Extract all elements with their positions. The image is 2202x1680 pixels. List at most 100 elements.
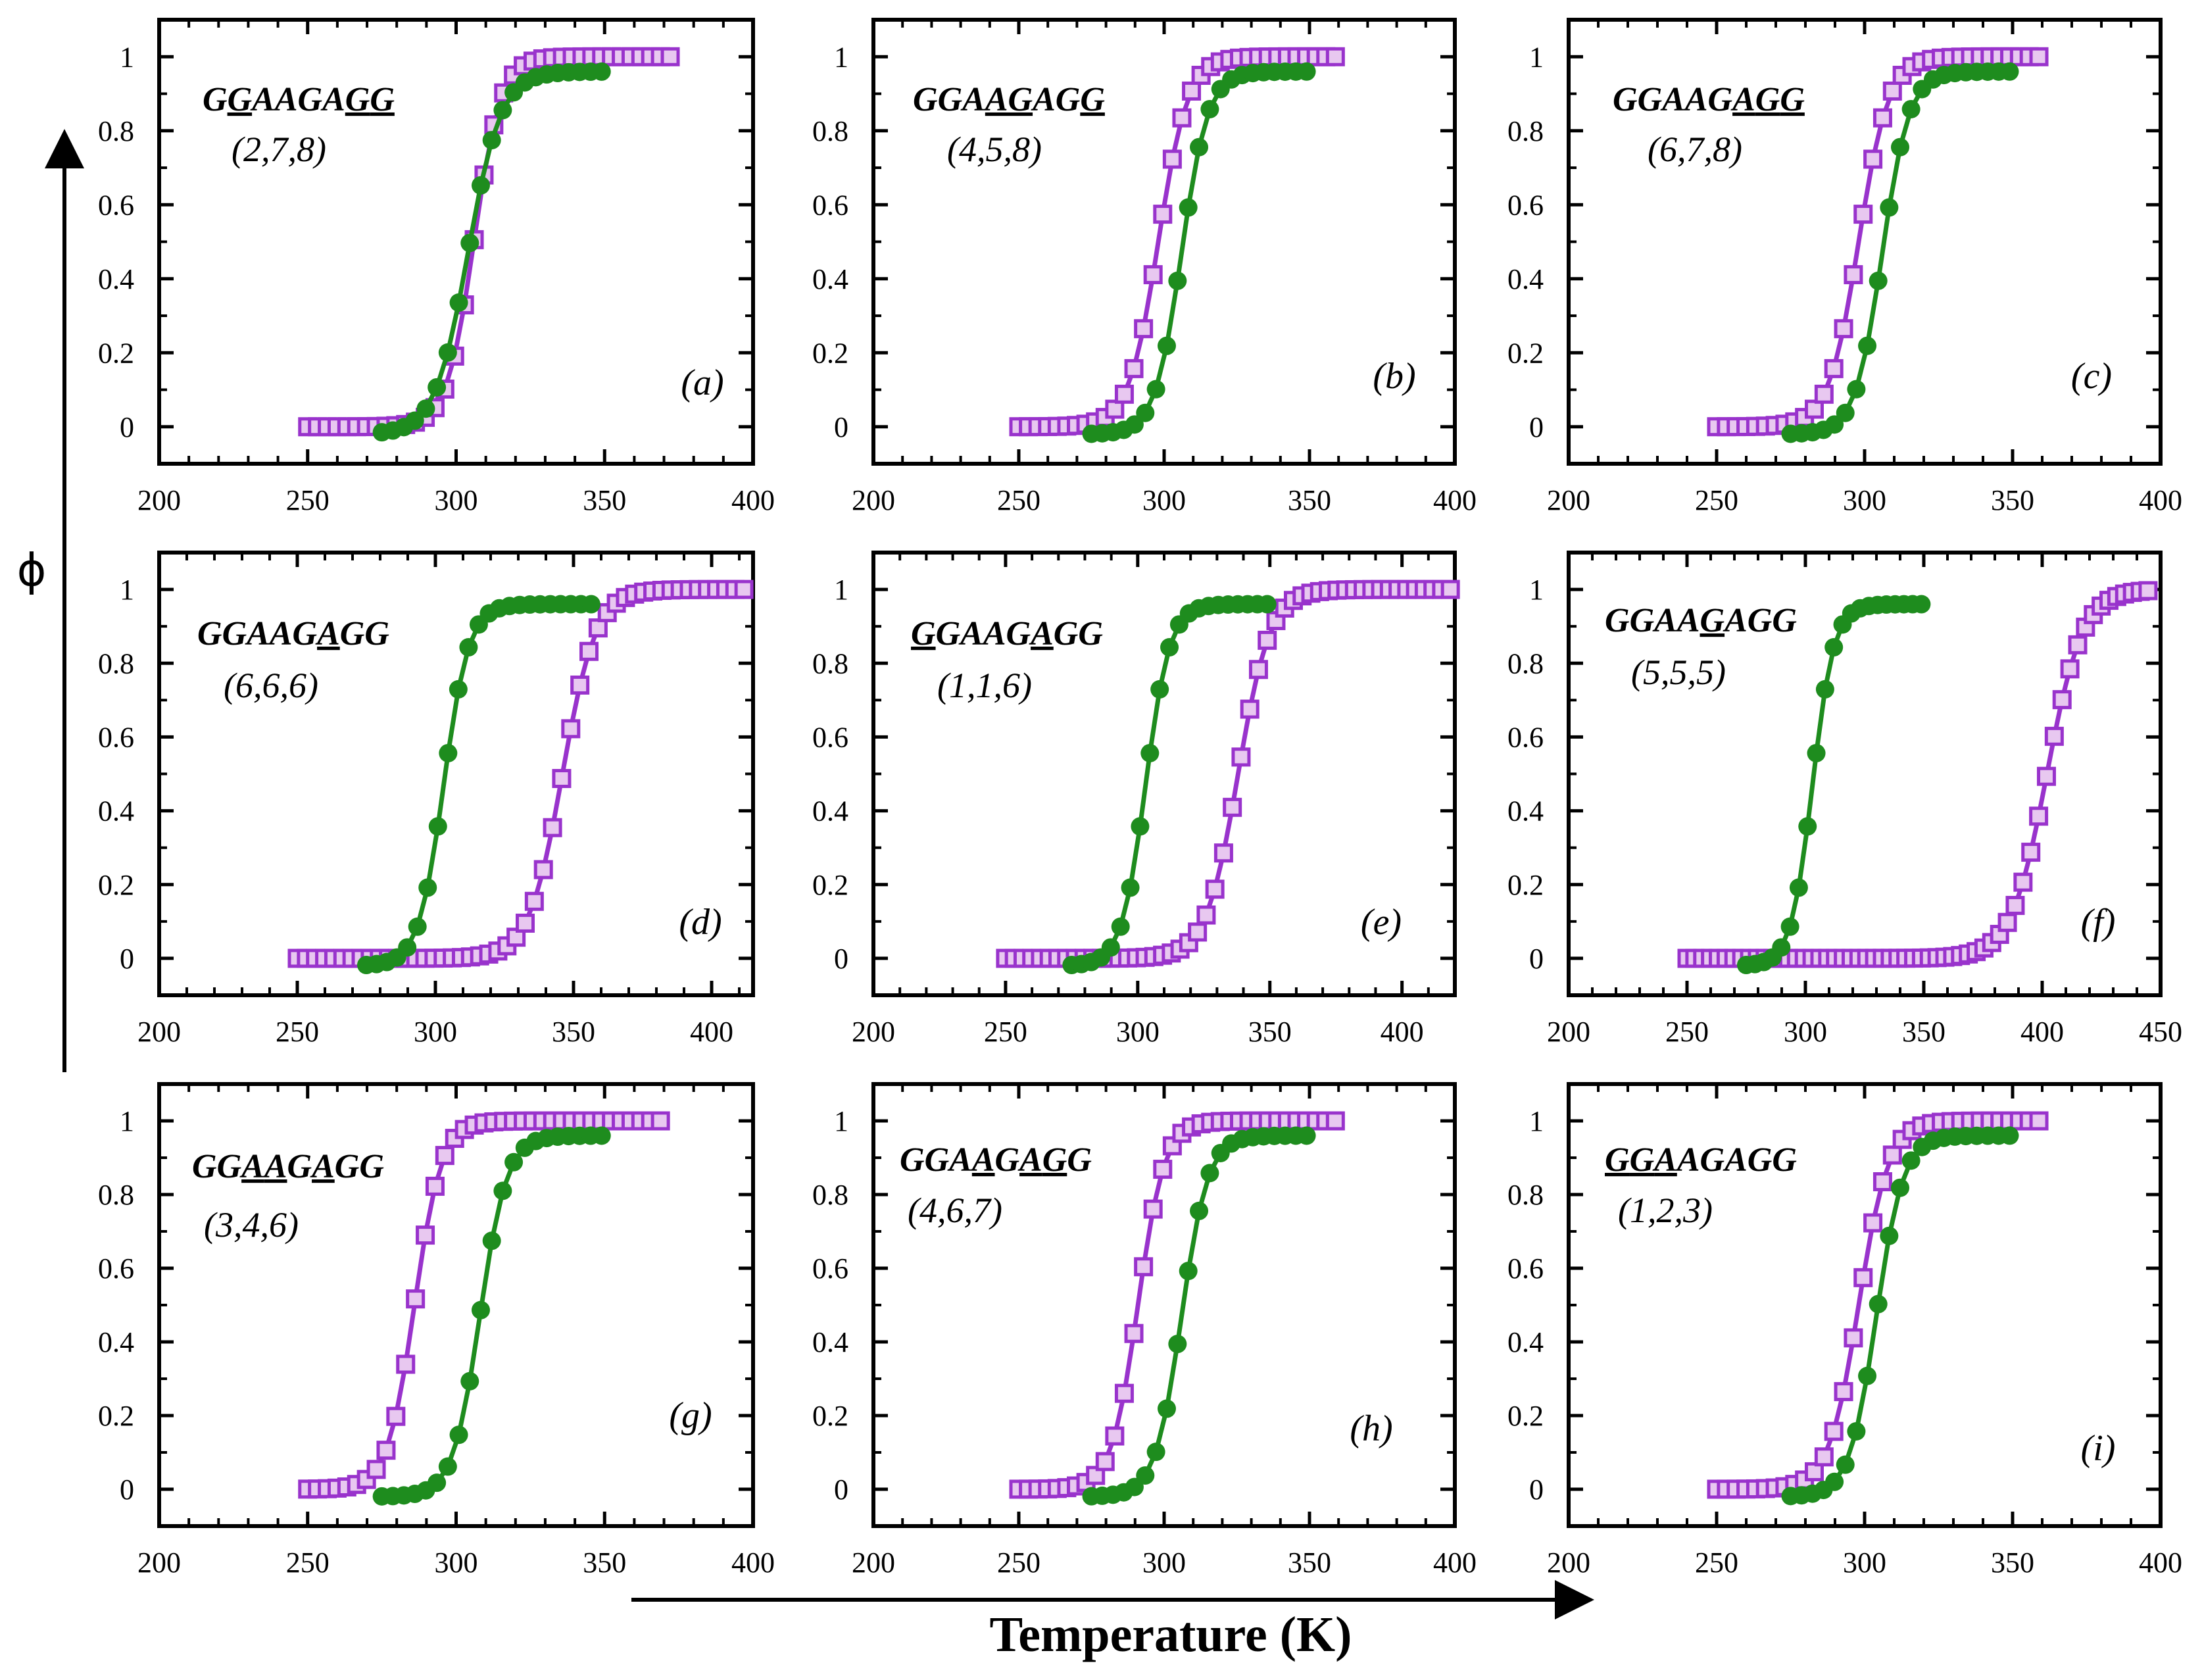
data-point-green xyxy=(1200,99,1219,118)
data-point-purple xyxy=(376,1441,396,1460)
y-tick-label: 0.8 xyxy=(1507,115,1544,147)
sequence-letter: G xyxy=(913,81,938,118)
position-label: (3,4,6) xyxy=(204,1205,299,1245)
data-point-green xyxy=(1297,62,1316,81)
series-line-green xyxy=(1790,69,2010,436)
sequence-letter: G xyxy=(1605,602,1630,639)
data-point-green xyxy=(1891,137,1909,157)
panel-label: (h) xyxy=(1350,1408,1392,1449)
sequence-letter: A xyxy=(983,81,1008,118)
data-point-green xyxy=(1836,403,1855,422)
y-tick-label: 1 xyxy=(120,574,134,606)
data-point-purple xyxy=(1834,319,1853,339)
sequence-letter: G xyxy=(335,1148,360,1185)
sequence-letter: A xyxy=(1730,81,1755,118)
sequence-letter: G xyxy=(938,81,963,118)
sequence-label: GGAAGAGG xyxy=(900,1141,1092,1179)
data-point-green xyxy=(438,343,457,362)
x-tick-label: 350 xyxy=(1991,1546,2034,1579)
data-point-purple xyxy=(1863,1213,1883,1233)
data-point-purple xyxy=(1824,358,1844,378)
sequence-letter: A xyxy=(1683,81,1708,118)
sequence-label: GGAAGAGG xyxy=(1605,1141,1797,1179)
sequence-letter: G xyxy=(1748,602,1773,639)
data-point-purple xyxy=(1853,1268,1873,1287)
data-point-purple xyxy=(660,47,680,66)
y-tick-label: 0.8 xyxy=(1507,647,1544,679)
sequence-letter: G xyxy=(1630,1141,1655,1179)
data-point-green xyxy=(1869,1295,1888,1314)
sequence-letter: A xyxy=(981,615,1006,653)
data-point-green xyxy=(1146,380,1165,399)
data-point-purple xyxy=(1240,699,1260,719)
sequence-letter: A xyxy=(1017,1141,1042,1179)
sequence-letter: A xyxy=(1031,81,1056,118)
panel-label: (a) xyxy=(681,362,723,403)
data-point-purple xyxy=(588,618,608,638)
x-tick-label: 350 xyxy=(583,1546,626,1579)
x-tick-label: 300 xyxy=(1142,484,1186,516)
x-tick-label: 250 xyxy=(997,1546,1040,1579)
sequence-letter: G xyxy=(293,615,318,653)
y-tick-label: 0 xyxy=(120,1473,134,1506)
data-point-green xyxy=(581,595,600,614)
y-tick-label: 1 xyxy=(834,41,848,73)
data-point-green xyxy=(493,101,512,120)
sequence-letter: G xyxy=(1056,81,1081,118)
data-point-green xyxy=(438,1457,457,1476)
sequence-letter: A xyxy=(1652,602,1677,639)
sequence-letter: G xyxy=(900,1141,925,1179)
data-point-green xyxy=(1901,1151,1921,1170)
sequence-label: GGAAGAGG xyxy=(1605,602,1797,639)
x-tick-label: 200 xyxy=(1547,1016,1590,1048)
sequence-letter: G xyxy=(1772,1141,1797,1179)
series-line-green xyxy=(1091,69,1307,436)
x-tick-label: 250 xyxy=(286,484,330,516)
data-point-purple xyxy=(533,860,553,879)
data-point-green xyxy=(449,293,468,312)
panel-label: (f) xyxy=(2081,902,2116,943)
data-point-green xyxy=(1101,938,1120,957)
data-point-purple xyxy=(1814,1447,1834,1467)
data-point-purple xyxy=(552,769,572,789)
data-point-purple xyxy=(2036,766,2056,786)
x-tick-label: 300 xyxy=(414,1016,457,1048)
data-point-green xyxy=(2000,1126,2019,1145)
data-point-purple xyxy=(1153,205,1173,224)
y-tick-label: 1 xyxy=(834,1105,848,1137)
y-tick-label: 0.6 xyxy=(812,721,848,753)
sequence-letter: A xyxy=(310,1148,335,1185)
sequence-letter: A xyxy=(250,81,275,118)
sequence-letter: A xyxy=(960,81,985,118)
sequence-letter: A xyxy=(1652,1141,1677,1179)
data-point-purple xyxy=(1440,580,1460,599)
x-tick-label: 400 xyxy=(690,1016,733,1048)
data-point-purple xyxy=(2013,872,2033,892)
sequence-letter: G xyxy=(197,615,222,653)
sequence-letter: G xyxy=(228,81,253,118)
data-point-green xyxy=(1136,403,1155,422)
data-point-green xyxy=(405,411,424,430)
x-tick-label: 400 xyxy=(731,1546,775,1579)
panel-label: (c) xyxy=(2071,356,2112,397)
data-point-green xyxy=(1798,817,1817,836)
position-label: (4,5,8) xyxy=(947,130,1042,169)
x-tick-label: 300 xyxy=(435,484,478,516)
data-point-green xyxy=(1824,638,1844,657)
data-point-purple xyxy=(1258,630,1277,650)
data-point-green xyxy=(460,234,479,253)
sequence-letter: G xyxy=(192,1148,217,1185)
sequence-letter: G xyxy=(1078,615,1103,653)
sequence-letter: G xyxy=(1772,602,1797,639)
sequence-letter: G xyxy=(925,1141,950,1179)
sequence-label: GGAAGAGG xyxy=(913,81,1105,118)
sequence-letter: G xyxy=(1613,81,1638,118)
data-point-green xyxy=(459,638,478,657)
data-point-green xyxy=(408,917,427,936)
x-tick-label: 400 xyxy=(1433,1546,1477,1579)
sequence-letter: G xyxy=(1638,81,1663,118)
sequence-letter: A xyxy=(239,1148,264,1185)
x-tick-label: 300 xyxy=(1843,484,1886,516)
data-point-green xyxy=(398,938,417,957)
